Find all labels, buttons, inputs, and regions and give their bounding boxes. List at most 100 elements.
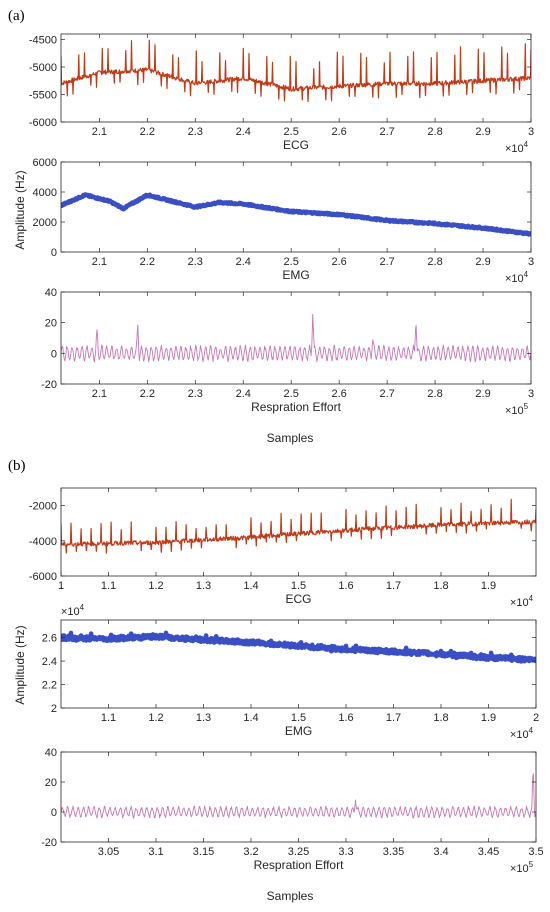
x-multiplier-exponent: 4 bbox=[524, 140, 529, 149]
series-line bbox=[61, 313, 531, 363]
x-axis-label: Samples bbox=[267, 431, 314, 445]
axes-frame bbox=[60, 33, 532, 123]
x-tick-label: 1.4 bbox=[243, 580, 258, 592]
x-tick-label: 3 bbox=[528, 126, 534, 138]
x-tick-label: 2.3 bbox=[188, 126, 203, 138]
x-tick-label: 1.3 bbox=[196, 712, 211, 724]
x-tick-label: 2.6 bbox=[332, 388, 347, 400]
x-multiplier-base: ×10 bbox=[505, 143, 524, 155]
x-tick-label: 2.2 bbox=[140, 126, 155, 138]
x-tick-label: 3.45 bbox=[478, 846, 499, 858]
x-axis-label: Samples bbox=[267, 889, 314, 903]
y-tick-label: 4000 bbox=[33, 187, 57, 199]
x-tick-label: 2.5 bbox=[284, 126, 299, 138]
x-tick-label: 2.1 bbox=[92, 126, 107, 138]
x-tick-label: 3.05 bbox=[98, 846, 119, 858]
y-tick-label: 0 bbox=[51, 348, 57, 360]
x-tick-label: 2.4 bbox=[236, 256, 251, 268]
x-tick-label: 1.9 bbox=[481, 712, 496, 724]
x-tick-label: 2.1 bbox=[92, 256, 107, 268]
x-tick-label: 2.3 bbox=[188, 388, 203, 400]
x-tick-label: 2 bbox=[533, 712, 539, 724]
y-tick-label: 0 bbox=[51, 807, 57, 819]
x-tick-label: 1.1 bbox=[101, 712, 116, 724]
y-tick-label: -6000 bbox=[29, 117, 57, 129]
x-multiplier: ×104 bbox=[510, 594, 534, 609]
subplot-title: EMG bbox=[285, 724, 312, 738]
y-tick-label: 2.6 bbox=[42, 633, 57, 645]
subplot-title: Respration Effort bbox=[251, 400, 341, 414]
series-group bbox=[61, 498, 536, 554]
subplot-emg: 2.1 2.2 2.3 2.4 2.5 2.6 2.7 2.8 2.9 3 6000 4000 2000… bbox=[33, 157, 535, 285]
subplot-ecg: 2.1 2.2 2.3 2.4 2.5 2.6 2.7 2.8 2.9 3 -4500 -5000 -5… bbox=[29, 33, 534, 155]
y-tick-label: 40 bbox=[45, 287, 57, 299]
x-multiplier: ×104 bbox=[505, 270, 529, 285]
panel-label: (b) bbox=[8, 458, 26, 474]
y-axis-label: Amplitude (Hz) bbox=[13, 625, 27, 704]
y-tick-label: 2000 bbox=[33, 217, 57, 229]
subplot-respration-effort: 2.1 2.2 2.3 2.4 2.5 2.6 2.7 2.8 2.9 3 40 20 0 -20 Resp… bbox=[41, 287, 534, 417]
x-tick-label: 2.5 bbox=[284, 256, 299, 268]
subplot-emg: 1.1 1.2 1.3 1.4 1.5 1.6 1.7 1.8 1.9 2 2.6 2.4 2.2 2 EM… bbox=[42, 603, 539, 741]
panel-b: (b) Amplitude (Hz) Samples 1 1.1 1.2 1.3 1.4 1.5… bbox=[8, 458, 544, 903]
series-line bbox=[61, 630, 536, 664]
x-tick-label: 1.6 bbox=[338, 580, 353, 592]
x-tick-label: 2.8 bbox=[427, 126, 442, 138]
x-multiplier-exponent: 4 bbox=[529, 726, 534, 735]
x-multiplier-exponent: 5 bbox=[524, 402, 529, 411]
x-tick-label: 3.15 bbox=[193, 846, 214, 858]
x-tick-label: 1.2 bbox=[148, 580, 163, 592]
y-tick-label: 2.4 bbox=[42, 656, 57, 668]
subplot-title: Respration Effort bbox=[254, 858, 344, 872]
y-tick-label: 0 bbox=[51, 247, 57, 259]
x-tick-label: 1.5 bbox=[291, 580, 306, 592]
x-multiplier: ×105 bbox=[505, 402, 529, 417]
x-tick-label: 2.6 bbox=[332, 126, 347, 138]
x-multiplier-base: ×10 bbox=[505, 405, 524, 417]
x-tick-label: 3.25 bbox=[288, 846, 309, 858]
plot-area bbox=[61, 162, 531, 252]
x-tick-label: 1.7 bbox=[386, 580, 401, 592]
x-tick-label: 2.9 bbox=[475, 388, 490, 400]
series-group bbox=[61, 192, 531, 237]
plot-area bbox=[61, 292, 531, 384]
y-tick-label: 2.2 bbox=[42, 680, 57, 692]
x-tick-label: 2.8 bbox=[427, 256, 442, 268]
y-tick-label: -5000 bbox=[29, 62, 57, 74]
series-group bbox=[61, 39, 531, 103]
x-tick-label: 3.3 bbox=[338, 846, 353, 858]
x-tick-label: 2.4 bbox=[236, 388, 251, 400]
y-tick-label: -20 bbox=[41, 837, 57, 849]
axes-frame bbox=[60, 291, 532, 385]
y-axis-label: Amplitude (Hz) bbox=[13, 170, 27, 249]
x-tick-label: 2.9 bbox=[475, 126, 490, 138]
x-tick-label: 2.2 bbox=[140, 256, 155, 268]
series-group bbox=[61, 313, 531, 363]
x-multiplier: ×104 bbox=[510, 726, 534, 741]
x-tick-label: 2.7 bbox=[379, 388, 394, 400]
x-multiplier-exponent: 5 bbox=[529, 860, 534, 869]
subplot-respration-effort: 3.05 3.1 3.15 3.2 3.25 3.3 3.35 3.4 3.45 3.5 40 20 0… bbox=[41, 747, 544, 875]
x-tick-label: 1.5 bbox=[291, 712, 306, 724]
x-multiplier-base: ×10 bbox=[510, 863, 529, 875]
x-tick-label: 1.2 bbox=[148, 712, 163, 724]
axes-frame bbox=[60, 161, 532, 253]
x-tick-label: 2.9 bbox=[475, 256, 490, 268]
y-tick-label: 20 bbox=[45, 318, 57, 330]
x-tick-label: 1.8 bbox=[433, 580, 448, 592]
y-tick-label: 6000 bbox=[33, 157, 57, 169]
y-tick-label: -6000 bbox=[29, 571, 57, 583]
x-tick-label: 1.1 bbox=[101, 580, 116, 592]
x-tick-label: 1.7 bbox=[386, 712, 401, 724]
x-multiplier-exponent: 4 bbox=[524, 270, 529, 279]
y-tick-label: -20 bbox=[41, 379, 57, 391]
x-tick-label: 1.8 bbox=[433, 712, 448, 724]
x-tick-label: 2.7 bbox=[379, 126, 394, 138]
subplot-title: EMG bbox=[282, 268, 309, 282]
series-line bbox=[61, 773, 536, 819]
y-tick-label: -2000 bbox=[29, 501, 57, 513]
y-tick-label: -5500 bbox=[29, 90, 57, 102]
x-tick-label: 2.6 bbox=[332, 256, 347, 268]
y-multiplier: ×104 bbox=[61, 603, 85, 618]
